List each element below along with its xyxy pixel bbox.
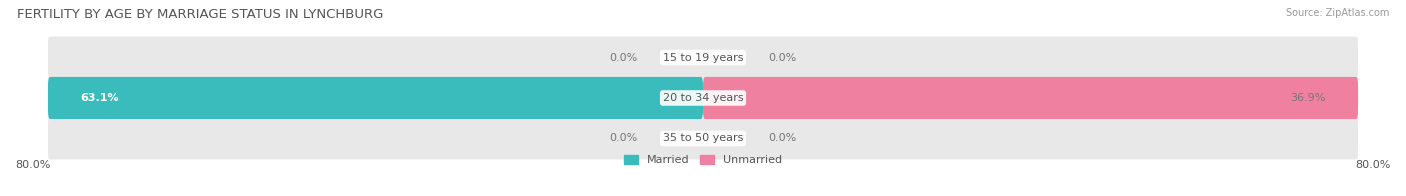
- Text: 35 to 50 years: 35 to 50 years: [662, 133, 744, 143]
- Bar: [48, 78, 1358, 118]
- Text: FERTILITY BY AGE BY MARRIAGE STATUS IN LYNCHBURG: FERTILITY BY AGE BY MARRIAGE STATUS IN L…: [17, 8, 384, 21]
- Legend: Married, Unmarried: Married, Unmarried: [624, 155, 782, 165]
- Text: 20 to 34 years: 20 to 34 years: [662, 93, 744, 103]
- FancyBboxPatch shape: [48, 36, 1358, 79]
- FancyBboxPatch shape: [703, 77, 1358, 119]
- Text: 80.0%: 80.0%: [15, 160, 51, 170]
- FancyBboxPatch shape: [48, 117, 1358, 160]
- Text: 15 to 19 years: 15 to 19 years: [662, 53, 744, 63]
- Text: 0.0%: 0.0%: [769, 53, 797, 63]
- FancyBboxPatch shape: [48, 77, 703, 119]
- FancyBboxPatch shape: [48, 77, 703, 119]
- Text: Source: ZipAtlas.com: Source: ZipAtlas.com: [1285, 8, 1389, 18]
- Text: 80.0%: 80.0%: [1355, 160, 1391, 170]
- Bar: [48, 37, 1358, 78]
- Text: 63.1%: 63.1%: [80, 93, 120, 103]
- FancyBboxPatch shape: [48, 77, 1358, 119]
- FancyBboxPatch shape: [703, 77, 1358, 119]
- Text: 0.0%: 0.0%: [609, 53, 637, 63]
- Text: 0.0%: 0.0%: [609, 133, 637, 143]
- Bar: [48, 118, 1358, 159]
- Text: 0.0%: 0.0%: [769, 133, 797, 143]
- Text: 36.9%: 36.9%: [1289, 93, 1326, 103]
